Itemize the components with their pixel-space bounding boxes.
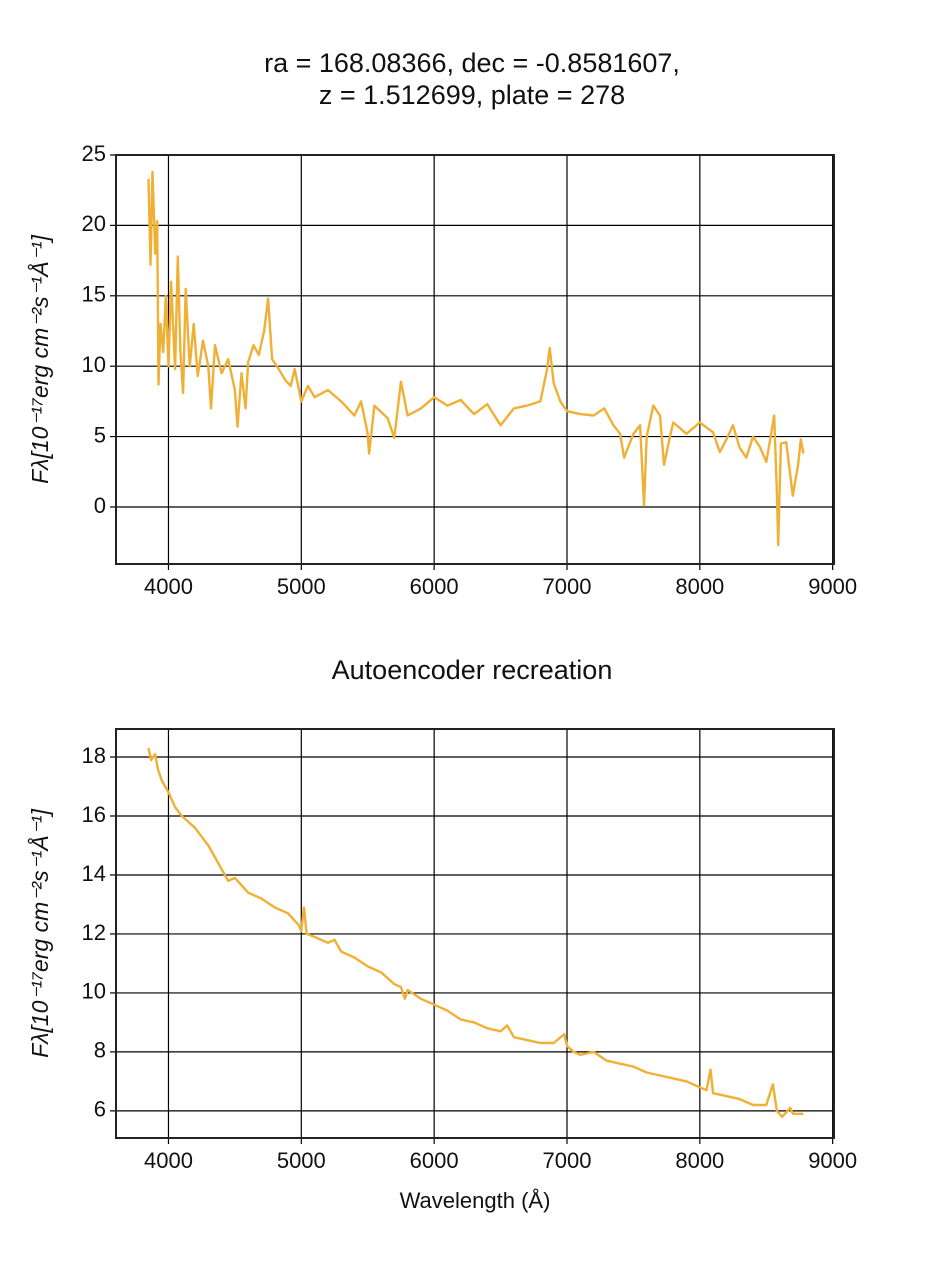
x-tick-label: 5000 bbox=[277, 1148, 326, 1173]
x-tick-label: 9000 bbox=[808, 1148, 857, 1173]
y-tick-label: 18 bbox=[82, 743, 106, 768]
y-axis-label: Fλ[10⁻¹⁷erg cm⁻²s⁻¹Å⁻¹] bbox=[26, 809, 53, 1058]
x-tick-label: 9000 bbox=[808, 574, 857, 599]
y-tick-label: 12 bbox=[82, 920, 106, 945]
spectrum-line bbox=[147, 170, 805, 547]
x-tick-label: 4000 bbox=[144, 1148, 193, 1173]
y-tick-label: 25 bbox=[82, 141, 106, 166]
y-tick-label: 0 bbox=[94, 493, 106, 518]
chart-title: Autoencoder recreation bbox=[332, 655, 613, 685]
x-tick-label: 6000 bbox=[410, 574, 459, 599]
spectrum-line bbox=[147, 747, 804, 1118]
x-tick-label: 4000 bbox=[144, 574, 193, 599]
x-tick-label: 6000 bbox=[410, 1148, 459, 1173]
x-tick-label: 7000 bbox=[543, 574, 592, 599]
y-tick-label: 10 bbox=[82, 352, 106, 377]
x-tick-label: 7000 bbox=[543, 1148, 592, 1173]
y-tick-label: 10 bbox=[82, 979, 106, 1004]
y-tick-label: 6 bbox=[94, 1097, 106, 1122]
chart-title: ra = 168.08366, dec = -0.8581607, bbox=[264, 48, 680, 78]
chart-title: z = 1.512699, plate = 278 bbox=[319, 80, 625, 110]
y-tick-label: 16 bbox=[82, 802, 106, 827]
y-axis-label: Fλ[10⁻¹⁷erg cm⁻²s⁻¹Å⁻¹] bbox=[26, 235, 53, 484]
y-tick-label: 14 bbox=[82, 861, 106, 886]
x-axis-label: Wavelength (Å) bbox=[400, 1188, 551, 1213]
y-tick-label: 8 bbox=[94, 1038, 106, 1063]
x-tick-label: 8000 bbox=[675, 1148, 724, 1173]
x-tick-label: 8000 bbox=[675, 574, 724, 599]
plot-frame bbox=[115, 154, 835, 565]
y-tick-label: 5 bbox=[94, 422, 106, 447]
y-tick-label: 15 bbox=[82, 282, 106, 307]
x-tick-label: 5000 bbox=[277, 574, 326, 599]
y-tick-label: 20 bbox=[82, 211, 106, 236]
plot-frame bbox=[115, 728, 835, 1139]
